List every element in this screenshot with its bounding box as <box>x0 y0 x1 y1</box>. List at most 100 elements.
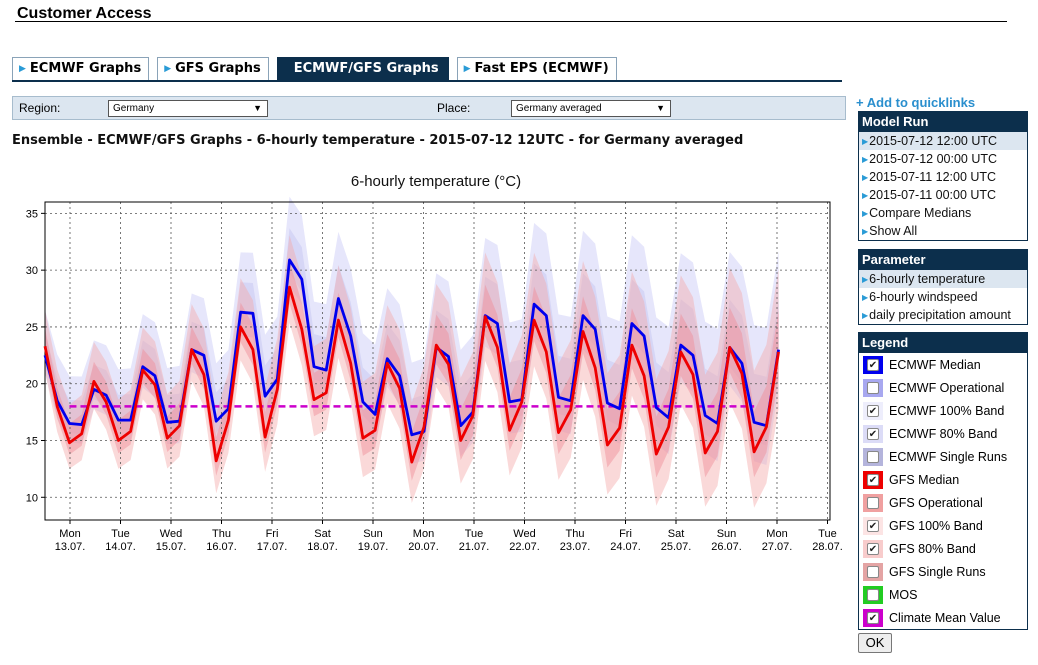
legend-checkbox[interactable] <box>867 450 879 463</box>
tab-gfs-graphs[interactable]: ▶ GFS Graphs <box>157 57 269 81</box>
legend-item[interactable]: MOS <box>859 583 1027 606</box>
x-date-label: 21.07. <box>459 541 490 553</box>
region-select[interactable]: Germany ▼ <box>108 100 268 117</box>
legend-swatch: ✔ <box>863 401 883 420</box>
plus-icon: + <box>856 95 867 110</box>
chart-title: 6-hourly temperature (°C) <box>351 173 521 190</box>
ecmwf-median-line <box>43 258 780 437</box>
legend-checkbox[interactable]: ✔ <box>867 473 879 486</box>
legend-item[interactable]: ✔ ECMWF 80% Band <box>859 422 1027 445</box>
x-date-label: 17.07. <box>257 541 288 553</box>
y-tick-label: 15 <box>26 436 38 448</box>
legend-checkbox[interactable]: ✔ <box>867 358 879 371</box>
x-date-label: 19.07. <box>358 541 389 553</box>
y-tick-label: 10 <box>26 492 38 504</box>
tab-ecmwf-graphs[interactable]: ▶ ECMWF Graphs <box>12 57 150 81</box>
tab-label: Fast EPS (ECMWF) <box>474 61 609 76</box>
x-date-label: 18.07. <box>307 541 338 553</box>
filter-bar: Region: Germany ▼ Place: Germany averaged… <box>12 96 846 120</box>
legend-checkbox[interactable]: ✔ <box>867 427 879 440</box>
triangle-right-icon: ▶ <box>862 137 869 146</box>
graph-subtitle: Ensemble - ECMWF/GFS Graphs - 6-hourly t… <box>12 133 744 148</box>
model-run-item[interactable]: ▶2015-07-12 12:00 UTC <box>859 132 1027 150</box>
triangle-right-icon: ▶ <box>463 64 471 74</box>
dropdown-arrow-icon: ▼ <box>656 103 665 113</box>
model-run-item-label: 2015-07-11 00:00 UTC <box>869 188 997 202</box>
legend-checkbox[interactable]: ✔ <box>867 611 879 624</box>
legend-checkbox[interactable] <box>867 588 879 601</box>
parameter-item-label: daily precipitation amount <box>869 308 1011 322</box>
quicklinks-label: Add to quicklinks <box>866 95 976 110</box>
model-run-item[interactable]: ▶Compare Medians <box>859 204 1027 222</box>
legend-swatch <box>863 447 883 466</box>
x-day-label: Mon <box>413 528 434 540</box>
legend-item[interactable]: ✔ Climate Mean Value <box>859 606 1027 629</box>
model-run-item[interactable]: ▶Show All <box>859 222 1027 240</box>
legend-checkbox[interactable] <box>867 565 879 578</box>
legend-label: ECMWF Operational <box>889 380 1005 395</box>
model-run-item[interactable]: ▶2015-07-11 00:00 UTC <box>859 186 1027 204</box>
plot-frame <box>44 201 831 521</box>
x-day-label: Sun <box>717 528 737 540</box>
legend-label: ECMWF 100% Band <box>889 403 1005 418</box>
parameter-panel: Parameter ▶6-hourly temperature ▶6-hourly… <box>858 249 1028 325</box>
legend-item[interactable]: ✔ ECMWF Median <box>859 353 1027 376</box>
y-tick-label: 25 <box>26 322 38 334</box>
model-run-panel: Model Run ▶2015-07-12 12:00 UTC ▶2015-07-… <box>858 111 1028 241</box>
legend-checkbox[interactable]: ✔ <box>867 519 879 532</box>
model-run-item[interactable]: ▶2015-07-12 00:00 UTC <box>859 150 1027 168</box>
legend-label: ECMWF 80% Band <box>889 426 998 441</box>
y-tick-label: 35 <box>26 208 38 220</box>
parameter-item[interactable]: ▶6-hourly windspeed <box>859 288 1027 306</box>
place-select[interactable]: Germany averaged ▼ <box>511 100 671 117</box>
legend-swatch: ✔ <box>863 470 883 489</box>
legend-item[interactable]: ✔ ECMWF 100% Band <box>859 399 1027 422</box>
legend-checkbox[interactable] <box>867 496 879 509</box>
legend-swatch <box>863 562 883 581</box>
y-tick-label: 20 <box>26 379 38 391</box>
legend-checkbox[interactable]: ✔ <box>867 542 879 555</box>
legend-checkbox[interactable]: ✔ <box>867 404 879 417</box>
parameter-item[interactable]: ▶6-hourly temperature <box>859 270 1027 288</box>
x-date-label: 13.07. <box>55 541 86 553</box>
x-date-label: 14.07. <box>105 541 136 553</box>
legend-item[interactable]: GFS Single Runs <box>859 560 1027 583</box>
tab-ecmwf-gfs-graphs[interactable]: ECMWF/GFS Graphs <box>276 57 449 81</box>
dropdown-arrow-icon: ▼ <box>253 103 262 113</box>
legend-item[interactable]: GFS Operational <box>859 491 1027 514</box>
parameter-item[interactable]: ▶daily precipitation amount <box>859 306 1027 324</box>
legend-swatch: ✔ <box>863 516 883 535</box>
triangle-right-icon: ▶ <box>19 64 26 74</box>
legend-checkbox[interactable] <box>867 381 879 394</box>
tabs-underline <box>12 80 842 82</box>
legend-title: Legend <box>859 333 1027 353</box>
model-run-item-label: Compare Medians <box>869 206 972 220</box>
legend-item[interactable]: ✔ GFS Median <box>859 468 1027 491</box>
gfs-100-band <box>45 235 779 508</box>
temperature-chart: 101520253035Mon13.07.Tue14.07.Wed15.07.T… <box>26 173 843 553</box>
x-date-label: 15.07. <box>156 541 187 553</box>
triangle-right-icon: ▶ <box>862 227 869 236</box>
legend-swatch: ✔ <box>863 424 883 443</box>
legend-item[interactable]: ECMWF Single Runs <box>859 445 1027 468</box>
model-run-item-label: 2015-07-12 12:00 UTC <box>869 134 998 148</box>
legend-swatch: ✔ <box>863 539 883 558</box>
model-run-item[interactable]: ▶2015-07-11 12:00 UTC <box>859 168 1027 186</box>
tab-label: GFS Graphs <box>175 61 261 76</box>
tab-fast-eps[interactable]: ▶ Fast EPS (ECMWF) <box>456 57 617 81</box>
triangle-right-icon: ▶ <box>862 191 869 200</box>
x-date-label: 24.07. <box>610 541 641 553</box>
legend-label: Climate Mean Value <box>889 610 1001 625</box>
legend-item[interactable]: ECMWF Operational <box>859 376 1027 399</box>
ecmwf-80-band <box>45 228 779 450</box>
legend-item[interactable]: ✔ GFS 100% Band <box>859 514 1027 537</box>
legend-swatch: ✔ <box>863 355 883 374</box>
legend-item[interactable]: ✔ GFS 80% Band <box>859 537 1027 560</box>
ok-button[interactable]: OK <box>858 633 892 653</box>
x-date-label: 28.07. <box>812 541 843 553</box>
legend-swatch <box>863 585 883 604</box>
legend-label: GFS Operational <box>889 495 983 510</box>
x-day-label: Thu <box>566 528 585 540</box>
x-day-label: Sat <box>668 528 685 540</box>
add-quicklinks-link[interactable]: + Add to quicklinks <box>856 95 975 110</box>
